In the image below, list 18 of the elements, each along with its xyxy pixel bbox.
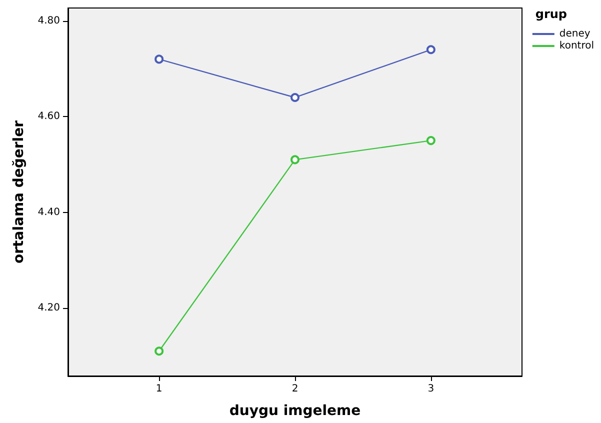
x-axis-title: duygu imgeleme bbox=[229, 403, 361, 419]
y-axis-title: ortalama değerler bbox=[11, 120, 27, 264]
point bbox=[154, 346, 164, 356]
x-tick-label: 1 bbox=[156, 384, 162, 394]
y-tick-label: 4.60 bbox=[38, 111, 60, 122]
x-tick-label: 3 bbox=[428, 384, 434, 394]
point bbox=[426, 136, 436, 146]
y-tick-label: 4.40 bbox=[38, 206, 60, 218]
x-tick-label: 2 bbox=[292, 384, 298, 394]
legend-label: kontrol bbox=[559, 40, 594, 52]
point bbox=[290, 155, 300, 164]
point bbox=[154, 54, 164, 64]
legend-title: grup bbox=[535, 7, 568, 21]
legend-label: deney bbox=[559, 28, 590, 40]
point bbox=[426, 45, 436, 54]
point bbox=[290, 92, 300, 102]
y-tick-label: 4.20 bbox=[38, 302, 60, 314]
y-tick-label: 4.80 bbox=[38, 15, 60, 26]
